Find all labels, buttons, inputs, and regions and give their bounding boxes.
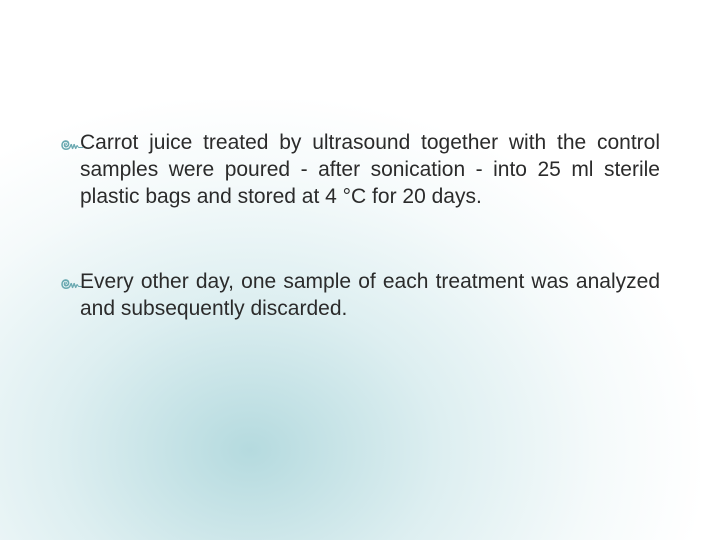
slide-body: ๛ Carrot juice treated by ultrasound tog… (60, 130, 660, 380)
paragraph-text: Carrot juice treated by ultrasound toget… (80, 130, 660, 211)
flourish-bullet-icon: ๛ (60, 130, 80, 157)
paragraph-text: Every other day, one sample of each trea… (80, 269, 660, 323)
bullet-item: ๛ Carrot juice treated by ultrasound tog… (60, 130, 660, 211)
slide: ๛ Carrot juice treated by ultrasound tog… (0, 0, 720, 540)
flourish-bullet-icon: ๛ (60, 269, 80, 296)
bullet-item: ๛ Every other day, one sample of each tr… (60, 269, 660, 323)
